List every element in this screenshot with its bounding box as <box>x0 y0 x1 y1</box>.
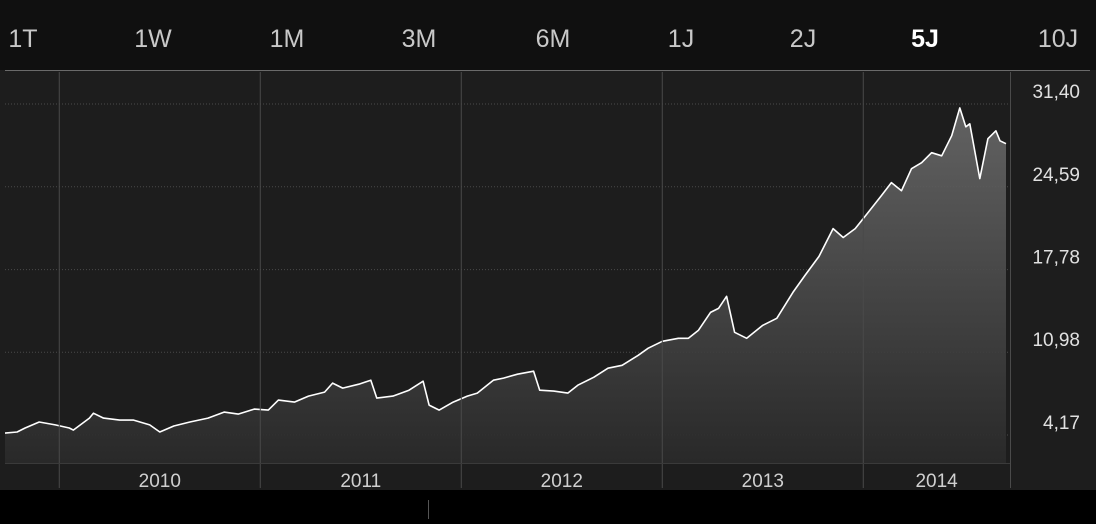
x-tick-label: 2010 <box>139 471 181 492</box>
footer <box>0 490 1096 519</box>
tab-bar <box>0 0 1096 70</box>
x-tick-label: 2014 <box>915 471 958 492</box>
y-tick-label: 10,98 <box>1032 330 1080 351</box>
y-tick-label: 4,17 <box>1043 413 1080 434</box>
price-line <box>5 107 1007 434</box>
x-tick-label: 2011 <box>340 471 381 492</box>
range-tab[interactable]: 6M <box>536 25 571 53</box>
x-tick-label: 2012 <box>541 471 583 492</box>
plot-area <box>5 103 1010 463</box>
range-tab[interactable]: 1W <box>134 25 172 53</box>
range-tab[interactable]: 2J <box>790 25 816 53</box>
range-tabs: 1T 1W 1M 3M 6M 1J 2J 5J 10J <box>8 25 1078 53</box>
y-tick-label: 24,59 <box>1032 165 1080 186</box>
x-tick-label: 2013 <box>742 471 784 492</box>
range-tab[interactable]: 3M <box>402 25 437 53</box>
range-tab[interactable]: 1M <box>270 25 305 53</box>
range-tab-selected[interactable]: 5J <box>911 25 939 53</box>
y-tick-label: 17,78 <box>1032 248 1080 269</box>
price-area <box>5 107 1006 463</box>
range-tab[interactable]: 1T <box>8 25 37 53</box>
range-tab[interactable]: 10J <box>1038 25 1078 53</box>
range-tab[interactable]: 1J <box>668 25 694 53</box>
y-tick-label: 31,40 <box>1032 82 1080 103</box>
axes: 4,17 10,98 17,78 24,59 31,40 2010 2011 2012 2013… <box>58 72 1080 492</box>
